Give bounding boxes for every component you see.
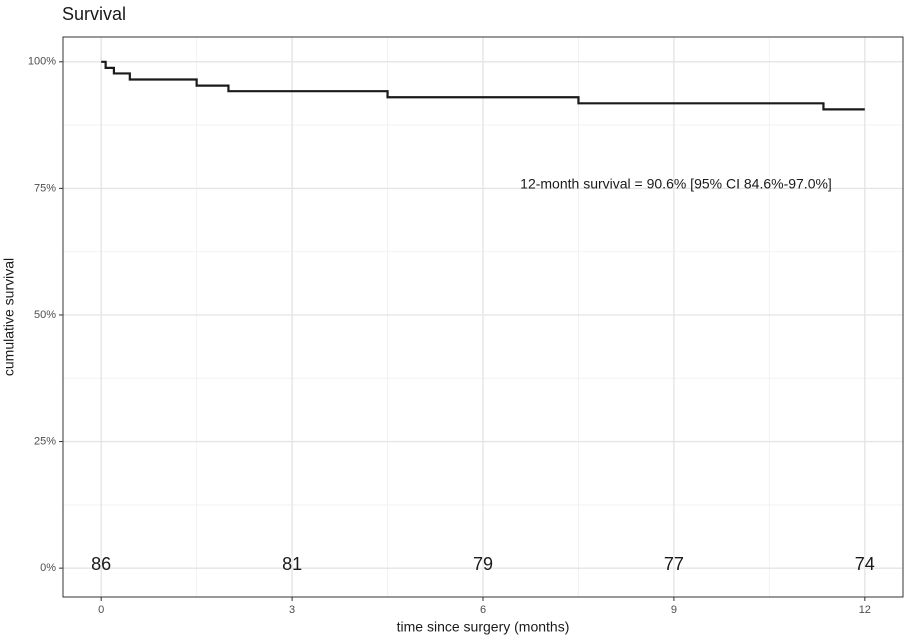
x-tick-label: 0 <box>98 604 104 616</box>
chart-title: Survival <box>62 4 126 24</box>
y-axis-label: cumulative survival <box>1 258 17 376</box>
at-risk-count: 86 <box>91 554 111 574</box>
panel-border <box>62 36 904 598</box>
annotation: 12-month survival = 90.6% [95% CI 84.6%-… <box>520 176 832 192</box>
x-axis-label: time since surgery (months) <box>397 619 570 635</box>
y-tick-label: 25% <box>34 435 56 447</box>
at-risk-count: 77 <box>664 554 684 574</box>
x-tick-label: 12 <box>859 604 871 616</box>
y-tick-label: 75% <box>34 182 56 194</box>
at-risk-count: 74 <box>855 554 875 574</box>
x-tick-label: 6 <box>480 604 486 616</box>
x-tick-label: 3 <box>289 604 295 616</box>
x-tick-label: 9 <box>671 604 677 616</box>
y-tick-label: 0% <box>40 562 56 574</box>
at-risk-count: 81 <box>282 554 302 574</box>
y-tick-label: 50% <box>34 309 56 321</box>
at-risk-count: 79 <box>473 554 493 574</box>
survival-curve <box>101 60 865 111</box>
y-tick-label: 100% <box>28 56 56 68</box>
